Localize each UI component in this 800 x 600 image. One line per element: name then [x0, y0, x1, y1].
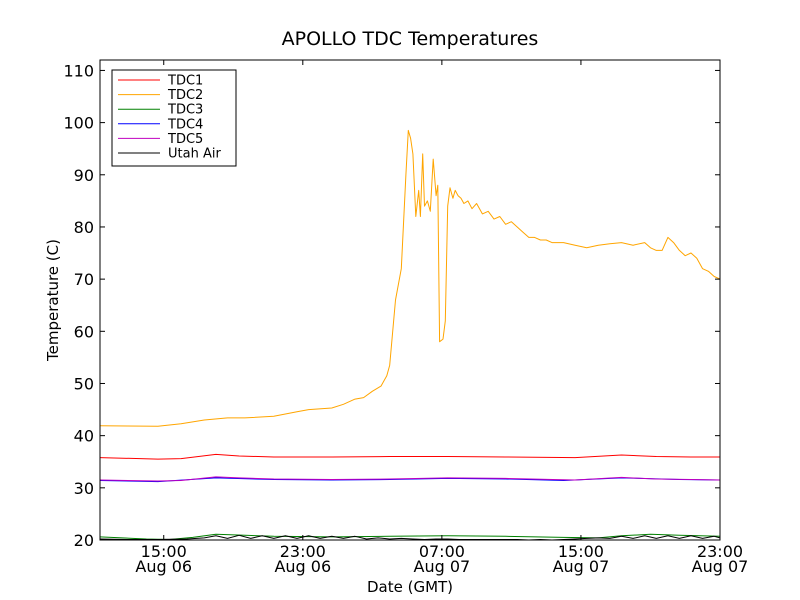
- y-tick-label: 70: [74, 270, 94, 289]
- x-axis-label: Date (GMT): [367, 578, 453, 596]
- series-line-tdc3: [100, 533, 720, 540]
- plot-frame: [99, 59, 721, 541]
- chart-title: APOLLO TDC Temperatures: [282, 28, 539, 50]
- x-tick-date-label: Aug 06: [135, 557, 192, 576]
- x-tick-date-label: Aug 07: [414, 557, 471, 576]
- y-tick-label: 80: [74, 218, 94, 237]
- legend-label: TDC2: [167, 88, 203, 103]
- y-tick-label: 40: [74, 427, 94, 446]
- x-tick-date-label: Aug 06: [274, 557, 331, 576]
- legend-label: TDC5: [167, 132, 203, 147]
- series-line-tdc1: [100, 453, 720, 460]
- y-tick-label: 60: [74, 322, 94, 341]
- x-tick-time-label: 15:00: [558, 542, 604, 561]
- x-tick-time-label: 23:00: [280, 542, 326, 561]
- y-tick-label: 100: [63, 114, 94, 133]
- y-axis-ticks: 20 30 40 50 60 70 80 90 100 110: [63, 61, 720, 550]
- legend-label: TDC3: [167, 103, 203, 118]
- legend-label: TDC1: [167, 74, 203, 89]
- x-tick-date-label: Aug 07: [553, 557, 610, 576]
- y-tick-label: 50: [74, 374, 94, 393]
- legend-label: TDC4: [167, 117, 203, 132]
- series-line-tdc5: [100, 476, 720, 482]
- series-line-tdc2: [100, 129, 720, 427]
- x-tick-time-label: 07:00: [419, 542, 465, 561]
- y-tick-label: 110: [63, 61, 94, 80]
- x-tick-time-label: 15:00: [141, 542, 187, 561]
- legend-label: Utah Air: [168, 147, 221, 162]
- y-axis-label: Temperature (C): [44, 239, 62, 362]
- legend-box: [111, 69, 237, 167]
- y-tick-label: 20: [74, 531, 94, 550]
- y-tick-label: 90: [74, 166, 94, 185]
- x-tick-date-label: Aug 07: [692, 557, 749, 576]
- y-tick-label: 30: [74, 479, 94, 498]
- x-tick-time-label: 23:00: [697, 542, 743, 561]
